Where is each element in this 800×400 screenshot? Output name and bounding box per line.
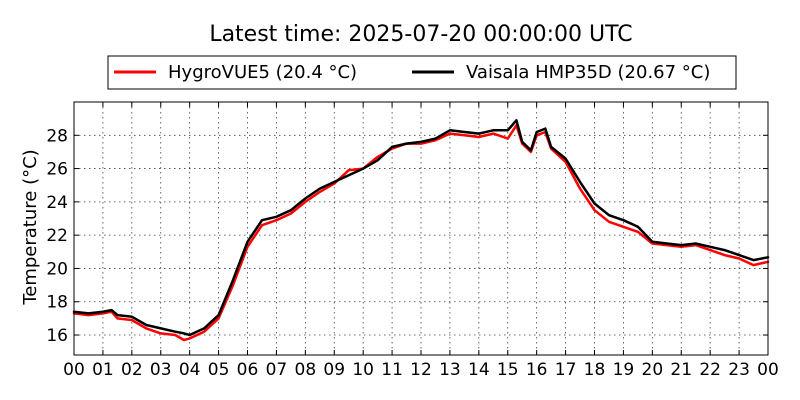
x-tick-label: 05 xyxy=(208,360,230,380)
y-tick-label: 28 xyxy=(46,126,68,146)
x-tick-label: 11 xyxy=(381,360,403,380)
y-tick-label: 26 xyxy=(46,160,68,180)
y-tick-label: 18 xyxy=(46,293,68,313)
x-tick-label: 07 xyxy=(266,360,288,380)
y-tick-label: 20 xyxy=(46,259,68,279)
x-tick-label: 14 xyxy=(468,360,490,380)
x-tick-label: 10 xyxy=(352,360,374,380)
x-tick-label: 13 xyxy=(439,360,461,380)
x-tick-label: 00 xyxy=(63,360,85,380)
chart-title: Latest time: 2025-07-20 00:00:00 UTC xyxy=(209,22,632,47)
x-tick-label: 16 xyxy=(526,360,548,380)
y-axis-label: Temperature (°C) xyxy=(20,149,41,305)
x-tick-label: 03 xyxy=(150,360,172,380)
x-tick-label: 21 xyxy=(670,360,692,380)
x-tick-label: 18 xyxy=(584,360,606,380)
x-tick-label: 02 xyxy=(121,360,143,380)
plot-frame xyxy=(73,101,769,356)
legend: HygroVUE5 (20.4 °C) Vaisala HMP35D (20.6… xyxy=(107,55,737,90)
x-tick-label: 04 xyxy=(179,360,201,380)
series-line-hygrovue5 xyxy=(72,124,770,342)
x-tick-label: 12 xyxy=(410,360,432,380)
x-tick-label: 01 xyxy=(92,360,114,380)
x-tick-label: 09 xyxy=(323,360,345,380)
y-tick-label: 24 xyxy=(46,193,68,213)
x-tick-label: 22 xyxy=(699,360,721,380)
tick-labels: 00 01 02 03 04 05 06 07 08 09 10 11 12 13 14 15 16 17 18 19… xyxy=(46,126,778,380)
legend-label-hygrovue5: HygroVUE5 (20.4 °C) xyxy=(168,62,357,83)
x-tick-label: 23 xyxy=(728,360,750,380)
series-layer xyxy=(72,119,770,342)
y-tick-label: 16 xyxy=(46,326,68,346)
x-tick-label: 17 xyxy=(555,360,577,380)
grid xyxy=(73,102,769,355)
y-tick-label: 22 xyxy=(46,226,68,246)
x-tick-label: 15 xyxy=(497,360,519,380)
legend-label-vaisala: Vaisala HMP35D (20.67 °C) xyxy=(466,62,710,83)
x-tick-label: 06 xyxy=(237,360,259,380)
x-tick-label: 08 xyxy=(295,360,317,380)
x-tick-label: 19 xyxy=(613,360,635,380)
x-tick-label: 20 xyxy=(642,360,664,380)
ticks xyxy=(73,102,769,355)
x-tick-label: 00 xyxy=(757,360,779,380)
series-line-vaisala xyxy=(72,119,770,337)
